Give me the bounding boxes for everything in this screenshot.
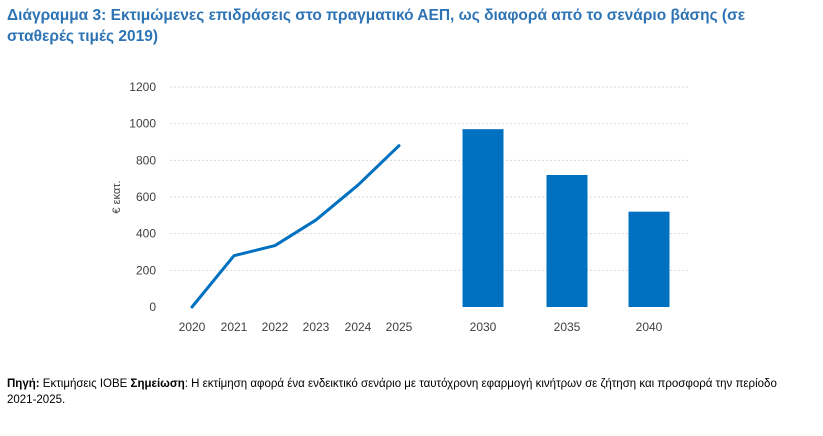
y-tick-label: 400 — [136, 227, 156, 241]
y-tick-label: 200 — [136, 263, 156, 277]
x-tick-label: 2024 — [345, 320, 372, 334]
gridlines — [170, 86, 690, 271]
y-tick-label: 600 — [136, 190, 156, 204]
footnote: Πηγή: Εκτιμήσεις ΙΟΒΕ Σημείωση: Η εκτίμη… — [7, 376, 807, 408]
y-axis-ticks: 0 200 400 600 800 1000 1200 — [129, 80, 156, 314]
y-tick-label: 1000 — [129, 117, 156, 131]
x-tick-label: 2020 — [179, 320, 206, 334]
x-tick-label: 2030 — [470, 320, 497, 334]
bar — [628, 211, 670, 307]
line-series — [190, 144, 401, 309]
y-tick-label: 1200 — [129, 80, 156, 94]
bar — [546, 175, 588, 307]
chart-title: Διάγραμμα 3: Εκτιμώμενες επιδράσεις στο … — [7, 7, 746, 45]
note-label: Σημείωση — [130, 378, 185, 390]
y-tick-label: 800 — [136, 153, 156, 167]
y-axis-label: € εκατ. — [111, 180, 123, 213]
bar — [462, 129, 504, 307]
x-tick-label: 2021 — [221, 320, 248, 334]
x-tick-label: 2035 — [554, 320, 581, 334]
x-tick-label: 2023 — [303, 320, 330, 334]
series-line — [190, 144, 401, 309]
y-tick-label: 0 — [149, 300, 156, 314]
x-tick-label: 2022 — [262, 320, 289, 334]
bar-series — [462, 129, 670, 307]
x-tick-label: 2040 — [636, 320, 663, 334]
source-label: Πηγή: — [7, 378, 40, 390]
note-text: : Η εκτίμηση αφορά ένα ενδεικτικό σενάρι… — [7, 378, 777, 406]
source-text: Εκτιμήσεις ΙΟΒΕ — [42, 378, 128, 390]
x-tick-label: 2025 — [386, 320, 413, 334]
x-axis-ticks: 2020 2021 2022 2023 2024 2025 2030 2035 2040 — [179, 320, 663, 334]
